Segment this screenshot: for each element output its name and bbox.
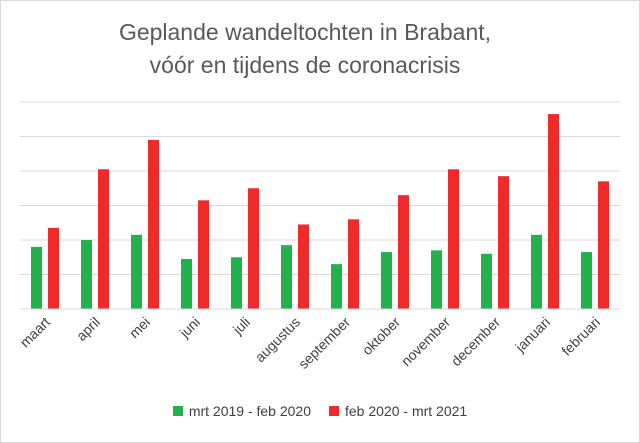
bar-series-1-juni xyxy=(181,258,192,309)
bar-series-1-februari xyxy=(581,252,592,309)
bar-series-2-juli xyxy=(248,188,259,309)
x-tick-label-april: april xyxy=(73,314,103,344)
legend-item-series-2: feb 2020 - mrt 2021 xyxy=(329,403,467,419)
bar-series-2-februari xyxy=(598,181,609,309)
bar-series-2-juni xyxy=(198,200,209,309)
bar-series-2-januari xyxy=(548,114,559,309)
legend-swatch-series-1 xyxy=(172,406,183,416)
chart-title-line-2: vóór en tijdens de coronacrisis xyxy=(149,52,461,78)
bar-series-2-augustus xyxy=(298,224,309,309)
x-tick-label-september: september xyxy=(295,314,353,372)
bar-series-1-augustus xyxy=(281,245,292,309)
bar-series-1-april xyxy=(81,240,92,309)
bar-series-2-maart xyxy=(48,227,59,309)
x-tick-label-juni: juni xyxy=(176,314,203,341)
bar-series-2-september xyxy=(348,219,359,309)
bar-series-1-september xyxy=(331,264,342,309)
bar-series-2-december xyxy=(498,176,509,309)
bar-series-1-januari xyxy=(531,234,542,309)
bar-series-1-december xyxy=(481,253,492,309)
x-tick-label-mei: mei xyxy=(126,314,153,341)
x-tick-label-juli: juli xyxy=(229,314,253,338)
bar-series-1-maart xyxy=(31,246,42,309)
bar-series-1-mei xyxy=(131,234,142,309)
x-tick-label-november: november xyxy=(398,314,454,370)
bar-series-2-november xyxy=(448,169,459,309)
bar-series-2-april xyxy=(98,169,109,309)
x-tick-label-augustus: augustus xyxy=(252,314,303,365)
bar-series-1-oktober xyxy=(381,252,392,309)
x-tick-label-januari: januari xyxy=(511,314,553,356)
bar-series-2-mei xyxy=(148,139,159,309)
chart-legend: mrt 2019 - feb 2020 feb 2020 - mrt 2021 xyxy=(0,403,640,419)
x-tick-label-maart: maart xyxy=(16,314,53,351)
legend-swatch-series-2 xyxy=(329,406,339,416)
x-tick-label-december: december xyxy=(448,314,504,370)
bar-series-2-oktober xyxy=(398,195,409,309)
chart-title: Geplande wandeltochten in Brabant, vóór … xyxy=(0,16,610,82)
bar-series-1-juli xyxy=(231,257,242,309)
legend-item-series-1: mrt 2019 - feb 2020 xyxy=(172,403,311,419)
legend-label-series-2: feb 2020 - mrt 2021 xyxy=(345,403,468,419)
bar-series-1-november xyxy=(431,250,442,309)
x-tick-label-oktober: oktober xyxy=(359,314,404,359)
chart-title-line-1: Geplande wandeltochten in Brabant, xyxy=(118,19,492,45)
x-tick-label-februari: februari xyxy=(558,314,603,359)
legend-label-series-1: mrt 2019 - feb 2020 xyxy=(188,403,311,419)
